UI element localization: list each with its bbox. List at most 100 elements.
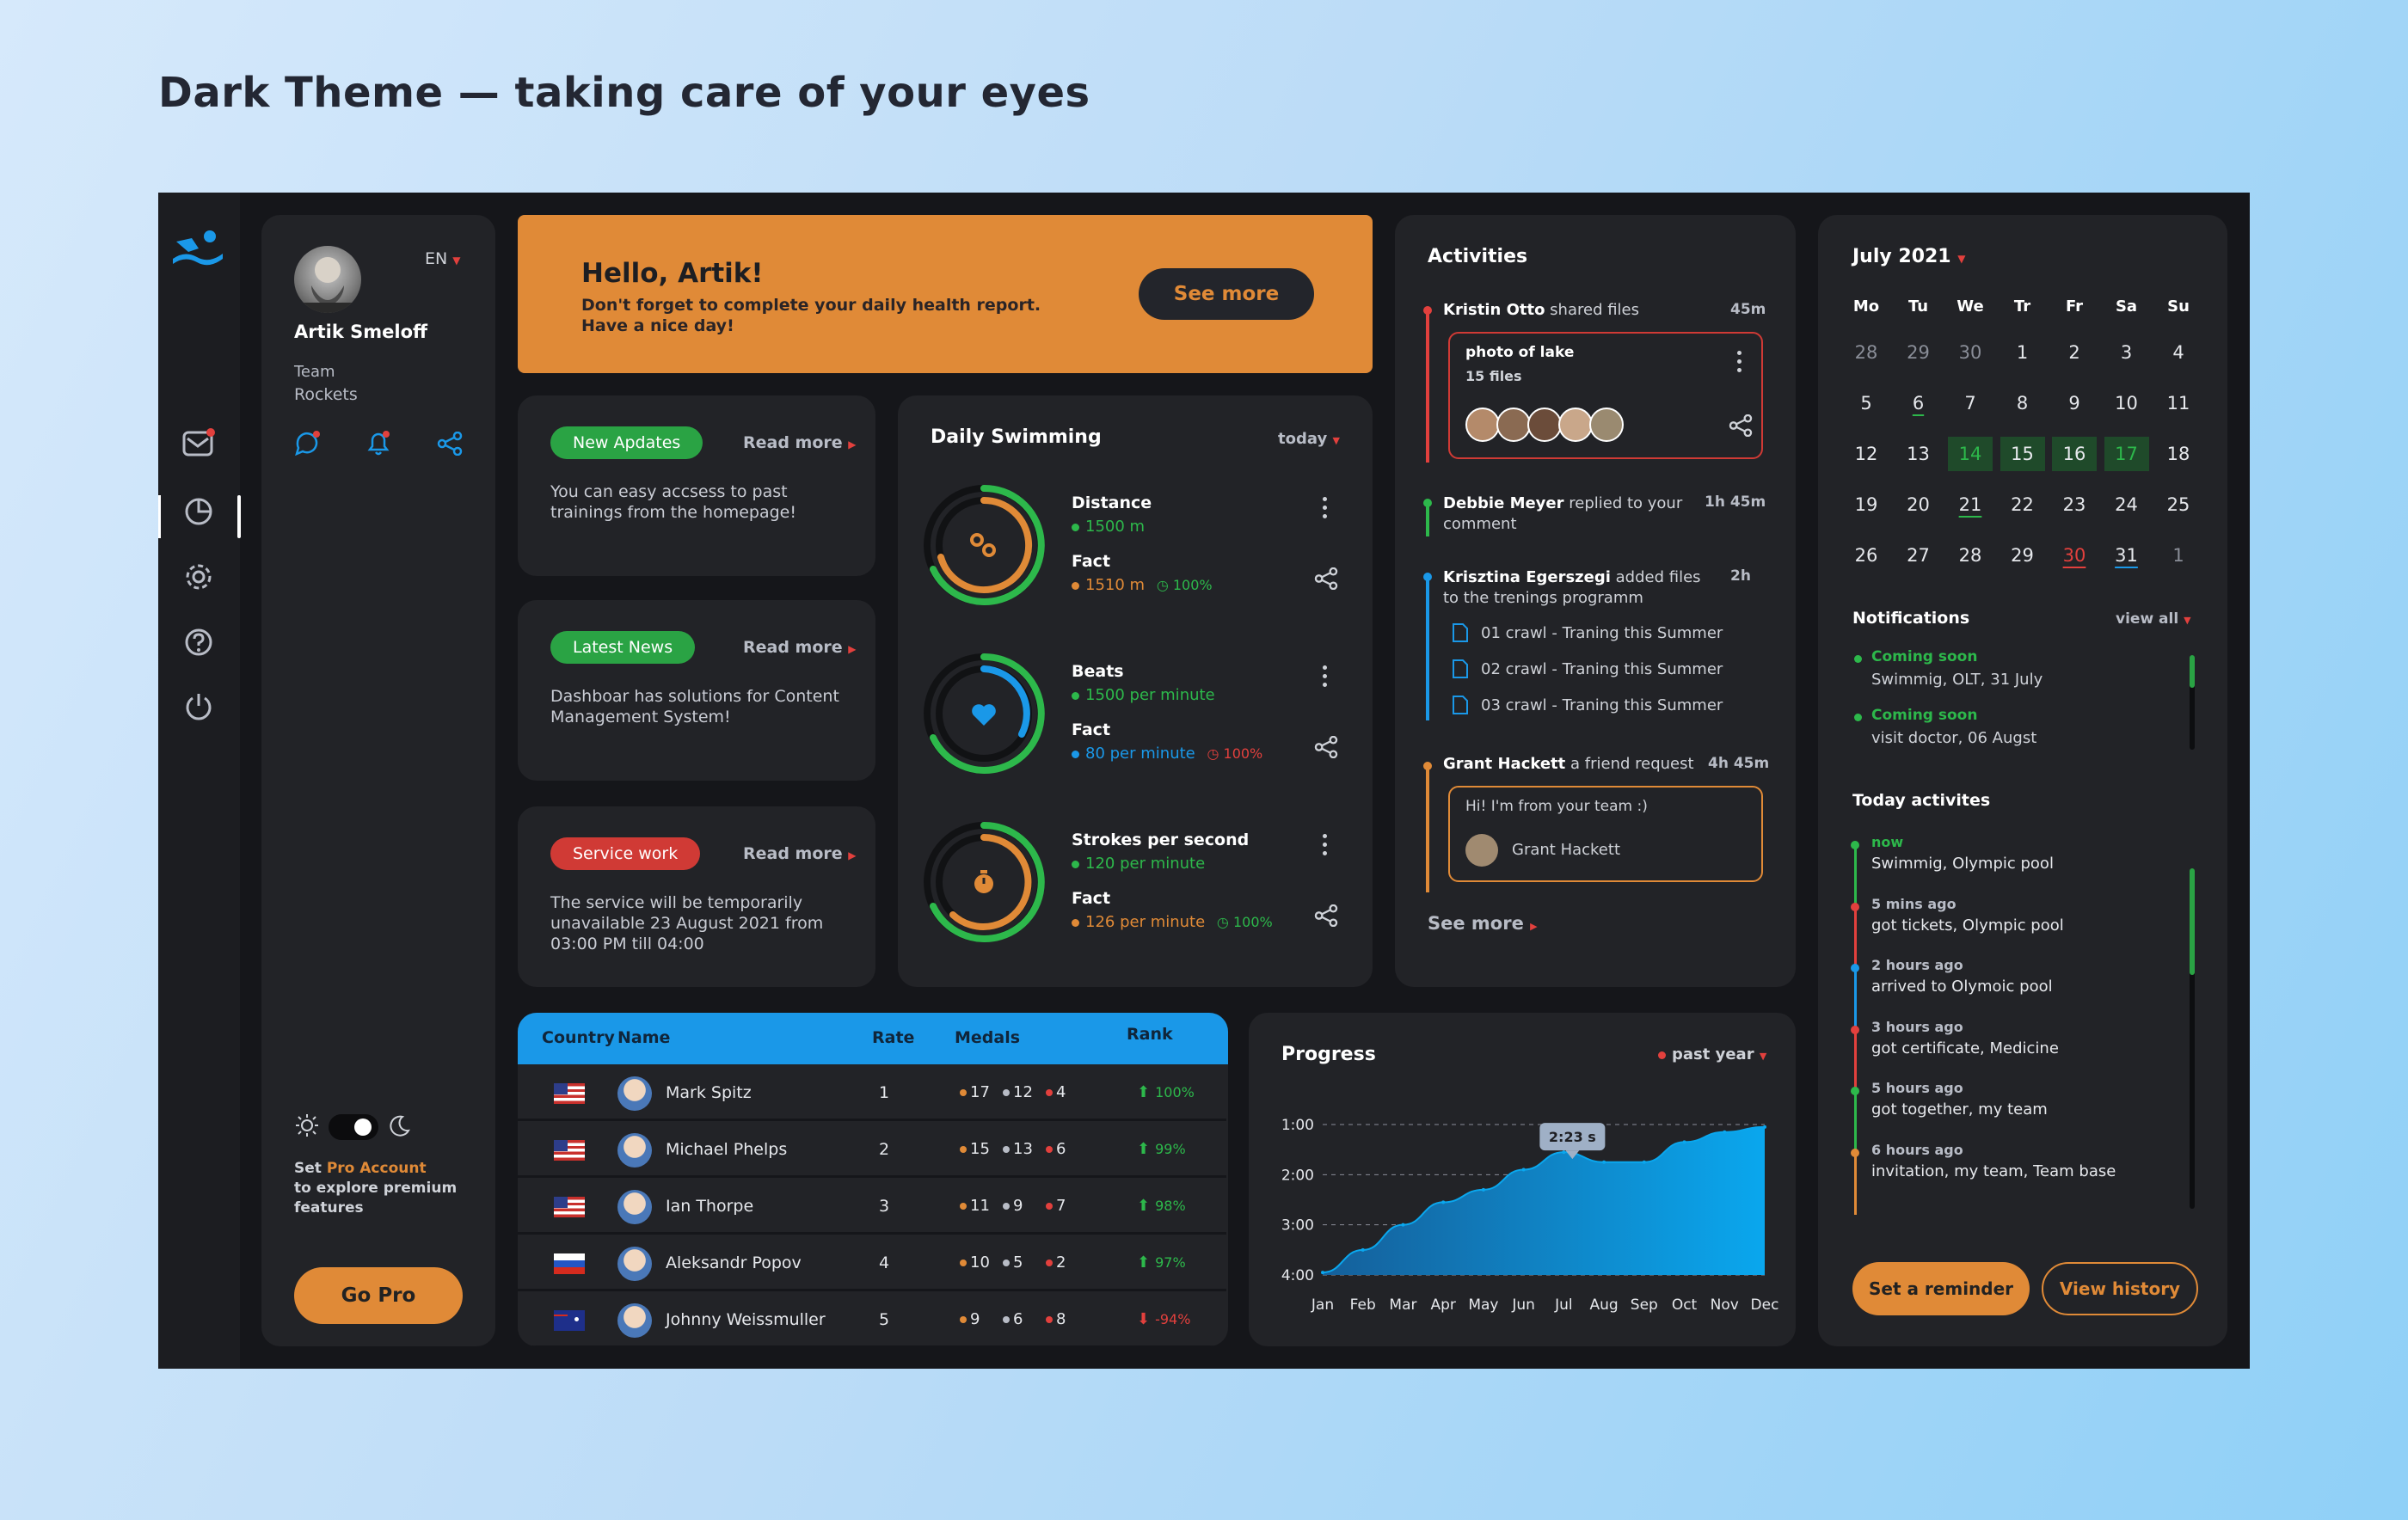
read-more-link[interactable]: Read more ▶ [743,638,857,657]
calendar-day[interactable]: 2 [2068,342,2080,363]
view-history-button[interactable]: View history [2042,1262,2198,1315]
avatar[interactable] [1465,834,1498,867]
see-more-link[interactable]: See more ▶ [1428,913,1538,934]
bell-icon[interactable] [365,430,392,457]
settings-icon[interactable] [182,561,215,593]
calendar-day[interactable]: 3 [2120,342,2133,363]
calendar-day[interactable]: 17 [2104,437,2149,471]
pro-account-link[interactable]: Pro Account [326,1160,427,1177]
calendar-day[interactable]: 12 [1854,444,1878,464]
read-more-link[interactable]: Read more ▶ [743,433,857,452]
calendar-day[interactable]: 30 [2062,545,2086,566]
pie-chart-icon[interactable] [182,495,215,528]
share-icon[interactable] [1314,736,1338,758]
calendar-day[interactable]: 23 [2062,494,2086,515]
calendar-day[interactable]: 27 [1907,545,1930,566]
calendar-day[interactable]: 21 [1958,494,1982,515]
table-row[interactable]: Aleksandr Popov 4 10 5 2 ⬆ 97% [518,1235,1226,1291]
table-row[interactable]: Mark Spitz 1 17 12 4 ⬆ 100% [518,1064,1226,1121]
table-row[interactable]: Johnny Weissmuller 5 9 6 8 ⬇ -94% [518,1291,1226,1346]
calendar-day[interactable]: 30 [1958,342,1982,363]
file-item[interactable]: 01 crawl - Traning this Summer [1452,622,1723,643]
share-icon[interactable] [1314,904,1338,927]
col-rank[interactable]: Rank [1127,1025,1173,1044]
view-all-link[interactable]: view all ▼ [2116,610,2191,628]
calendar-day[interactable]: 8 [2016,393,2029,414]
share-icon[interactable] [437,432,463,456]
avatar[interactable] [617,1076,652,1111]
share-icon[interactable] [1314,567,1338,590]
power-icon[interactable] [182,690,215,722]
avatar[interactable] [617,1247,652,1281]
theme-toggle[interactable] [329,1114,378,1140]
month-select[interactable]: July 2021 ▼ [1852,246,1966,267]
help-icon[interactable] [182,626,215,659]
avatar[interactable] [617,1190,652,1224]
more-icon[interactable] [1323,834,1328,855]
avatar[interactable] [617,1133,652,1168]
avatar[interactable] [1589,408,1624,442]
calendar-day[interactable]: 25 [2166,494,2190,515]
file-item[interactable]: 03 crawl - Traning this Summer [1452,695,1723,715]
calendar-day[interactable]: 7 [1964,393,1976,414]
news-badge[interactable]: Service work [550,837,701,870]
activity-user[interactable]: Kristin Otto [1443,301,1545,319]
calendar-day[interactable]: 11 [2166,393,2190,414]
avatar[interactable] [294,246,361,313]
activity-user[interactable]: Krisztina Egerszegi [1443,568,1611,586]
calendar-day[interactable]: 10 [2115,393,2138,414]
col-name[interactable]: Name [617,1028,671,1047]
see-more-button[interactable]: See more [1139,268,1314,320]
calendar-day[interactable]: 20 [1907,494,1930,515]
col-rate[interactable]: Rate [872,1028,915,1047]
friend-request-box[interactable]: Hi! I'm from your team :) Grant Hackett [1448,786,1763,882]
avatar[interactable] [1558,408,1593,442]
calendar-day[interactable]: 28 [1854,342,1878,363]
calendar-day[interactable]: 29 [1907,342,1930,363]
period-select[interactable]: today ▼ [1278,430,1340,448]
avatar[interactable] [1496,408,1531,442]
calendar-day[interactable]: 22 [2011,494,2034,515]
calendar-day[interactable]: 1 [2172,545,2184,566]
calendar-day[interactable]: 16 [2052,437,2097,471]
read-more-link[interactable]: Read more ▶ [743,844,857,863]
table-row[interactable]: Ian Thorpe 3 11 9 7 ⬆ 98% [518,1178,1226,1235]
notifications-scrollbar[interactable] [2190,655,2195,750]
calendar-day[interactable]: 24 [2115,494,2138,515]
table-row[interactable]: Michael Phelps 2 15 13 6 ⬆ 99% [518,1121,1226,1178]
mail-icon[interactable] [182,426,215,459]
language-select[interactable]: EN ▼ [425,249,461,268]
progress-period-select[interactable]: past year ▼ [1658,1045,1766,1063]
calendar-day[interactable]: 14 [1948,437,1993,471]
calendar-day[interactable]: 13 [1907,444,1930,464]
calendar-day[interactable]: 26 [1854,545,1878,566]
calendar-day[interactable]: 1 [2016,342,2029,363]
calendar-day[interactable]: 15 [2000,437,2045,471]
activity-user[interactable]: Grant Hackett [1443,755,1566,773]
avatar[interactable] [617,1303,652,1338]
today-scrollbar[interactable] [2190,868,2195,1209]
col-medals[interactable]: Medals [955,1028,1021,1047]
calendar-day[interactable]: 6 [1912,393,1925,414]
calendar-day[interactable]: 31 [2115,545,2138,566]
calendar-day[interactable]: 19 [1854,494,1878,515]
col-country[interactable]: Country [542,1028,615,1047]
set-reminder-button[interactable]: Set a reminder [1852,1262,2030,1315]
news-badge[interactable]: New Apdates [550,426,703,459]
file-share-box[interactable]: photo of lake 15 files [1448,332,1763,459]
calendar-day[interactable]: 9 [2068,393,2080,414]
file-item[interactable]: 02 crawl - Traning this Summer [1452,659,1723,679]
more-icon[interactable] [1323,665,1328,687]
activity-user[interactable]: Debbie Meyer [1443,494,1564,512]
calendar-day[interactable]: 29 [2011,545,2034,566]
avatar[interactable] [1465,408,1500,442]
share-icon[interactable] [1729,414,1753,437]
calendar-day[interactable]: 4 [2172,342,2184,363]
calendar-day[interactable]: 5 [1860,393,1872,414]
news-badge[interactable]: Latest News [550,631,696,664]
go-pro-button[interactable]: Go Pro [294,1267,463,1324]
more-icon[interactable] [1323,497,1328,518]
calendar-day[interactable]: 18 [2166,444,2190,464]
avatar[interactable] [1527,408,1562,442]
calendar-day[interactable]: 28 [1958,545,1982,566]
